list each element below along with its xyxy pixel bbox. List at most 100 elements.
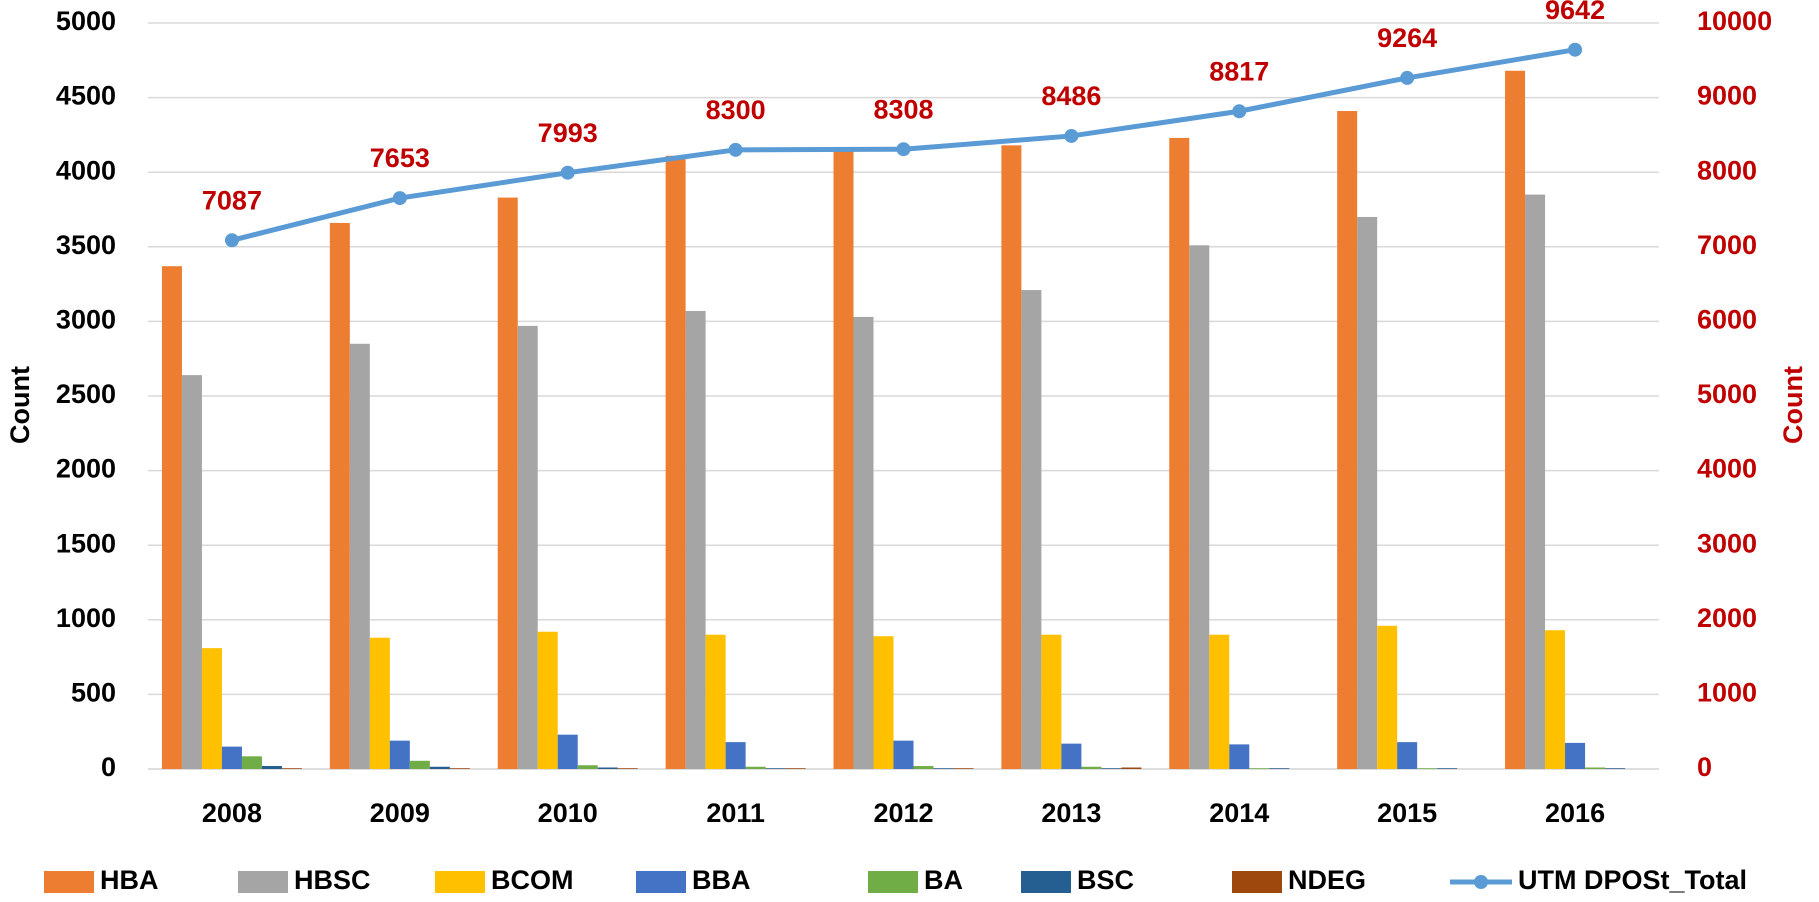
bar [1189, 245, 1210, 770]
legend-label: HBA [100, 865, 159, 895]
bar [1337, 111, 1358, 769]
bar [1545, 630, 1566, 769]
y-tick-label: 3000 [56, 305, 116, 335]
legend-swatch [238, 871, 288, 893]
bar [873, 636, 894, 769]
data-label: 7653 [370, 143, 430, 173]
y2-tick-label: 6000 [1697, 305, 1757, 335]
bar [953, 768, 974, 769]
bar [201, 648, 222, 769]
bar [665, 155, 686, 770]
data-label: 8817 [1209, 56, 1269, 86]
line-marker [392, 191, 407, 206]
y2-tick-label: 3000 [1697, 528, 1757, 558]
bar [1209, 634, 1230, 769]
y-tick-label: 3500 [56, 230, 116, 260]
bar [745, 766, 766, 769]
y-tick-label: 4000 [56, 155, 116, 185]
y2-tick-label: 0 [1697, 752, 1712, 782]
bar [449, 768, 470, 769]
line-marker [896, 142, 911, 157]
legend-label: BA [924, 865, 963, 895]
y2-tick-label: 5000 [1697, 379, 1757, 409]
data-label: 8308 [873, 94, 933, 124]
line-marker [560, 165, 575, 180]
bar [913, 766, 934, 769]
bar [853, 316, 874, 769]
bar [933, 768, 954, 769]
bar [409, 760, 430, 769]
bar [597, 767, 618, 769]
data-label: 9264 [1377, 23, 1437, 53]
x-tick-label: 2014 [1209, 798, 1269, 828]
bar [557, 734, 578, 769]
x-tick-label: 2012 [873, 798, 933, 828]
bar [1169, 137, 1190, 769]
bar [1121, 767, 1142, 769]
y-tick-label: 2000 [56, 454, 116, 484]
x-tick-label: 2008 [202, 798, 262, 828]
y2-tick-label: 9000 [1697, 81, 1757, 111]
bar [1357, 216, 1378, 769]
bar [1417, 768, 1438, 769]
y-tick-label: 5000 [56, 6, 116, 36]
bar [1101, 768, 1122, 769]
legend-swatch [435, 871, 485, 893]
legend-swatch [868, 871, 918, 893]
line-marker [1232, 104, 1247, 119]
data-label: 7993 [538, 118, 598, 148]
legend-swatch [44, 871, 94, 893]
bar [1021, 290, 1042, 769]
bar [1081, 766, 1102, 769]
bar [1249, 768, 1270, 769]
bar [241, 756, 262, 769]
x-tick-label: 2010 [538, 798, 598, 828]
bar [833, 149, 854, 769]
data-label: 7087 [202, 185, 262, 215]
data-label: 8300 [706, 95, 766, 125]
bar [893, 740, 914, 769]
bar [1001, 145, 1022, 769]
data-label: 9642 [1545, 0, 1605, 25]
x-tick-label: 2013 [1041, 798, 1101, 828]
legend-swatch [1021, 871, 1071, 893]
bar [537, 631, 558, 769]
y-tick-label: 2500 [56, 379, 116, 409]
legend-swatch [1232, 871, 1282, 893]
legend-swatch [636, 871, 686, 893]
y-tick-label: 0 [101, 752, 116, 782]
legend-label: BBA [692, 865, 751, 895]
bar [261, 766, 282, 769]
line-marker [1064, 128, 1079, 143]
bar [1269, 768, 1290, 769]
bar [1377, 625, 1398, 769]
bar [281, 768, 302, 769]
bar [685, 310, 706, 769]
y2-tick-label: 8000 [1697, 155, 1757, 185]
legend-label: UTM DPOSt_Total [1518, 865, 1747, 895]
x-tick-label: 2009 [370, 798, 430, 828]
data-label: 8486 [1041, 81, 1101, 111]
bar [329, 222, 350, 770]
legend-label: NDEG [1288, 865, 1366, 895]
x-tick-label: 2011 [706, 798, 765, 828]
bar [725, 742, 746, 769]
bar [161, 266, 182, 769]
y-tick-label: 1500 [56, 528, 116, 558]
legend-label: BSC [1077, 865, 1134, 895]
line-marker [1568, 42, 1583, 57]
bar [1061, 743, 1082, 769]
bar [389, 740, 410, 769]
bar [1585, 767, 1606, 769]
y2-tick-label: 10000 [1697, 6, 1772, 36]
bar [577, 765, 598, 769]
y2-tick-label: 7000 [1697, 230, 1757, 260]
bar [1397, 742, 1418, 769]
bar [429, 766, 450, 769]
line-marker [728, 142, 743, 157]
bar [1605, 768, 1626, 769]
y2-tick-label: 4000 [1697, 454, 1757, 484]
x-tick-label: 2016 [1545, 798, 1605, 828]
bar [221, 746, 242, 769]
y2-tick-label: 1000 [1697, 678, 1757, 708]
